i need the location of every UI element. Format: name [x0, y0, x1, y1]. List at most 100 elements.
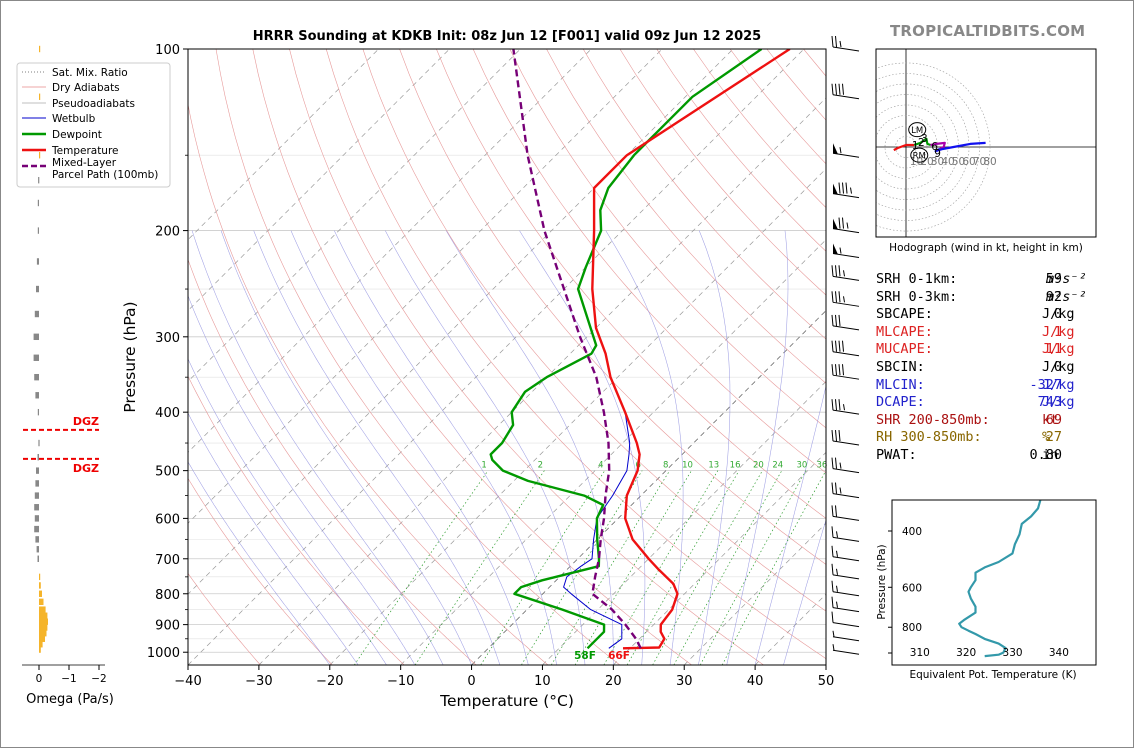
mixing-ratio-line	[603, 470, 719, 665]
stat-label: SBCAPE:	[876, 306, 933, 323]
wind-barb	[832, 243, 860, 259]
omega-bar	[36, 285, 39, 293]
omega-tick-label: −1	[61, 673, 76, 685]
pseudoadiabat-line	[385, 230, 586, 665]
mixing-ratio-label: 2	[538, 461, 543, 471]
wind-barb-staff	[832, 636, 860, 642]
wind-barb-flag	[835, 340, 837, 352]
wind-barb-flag	[835, 482, 837, 494]
stat-value: 743	[1037, 394, 1062, 411]
wind-barb-pennant	[833, 243, 838, 255]
wind-barb-half-flag	[839, 462, 842, 469]
mixing-ratio-line	[699, 470, 807, 665]
hodograph-ring-label: 30	[931, 156, 944, 168]
dry-adiabat-line	[188, 375, 405, 665]
pseudoadiabat-line	[188, 294, 416, 665]
wind-barb-half-flag	[846, 222, 849, 229]
omega-bar	[37, 227, 39, 234]
stat-label: SRH 0-3km:	[876, 288, 958, 305]
pressure-tick-label: 200	[155, 225, 180, 240]
theta-e-x-label: Equivalent Pot. Temperature (K)	[909, 669, 1076, 681]
dry-adiabat-line	[399, 49, 826, 565]
wind-barb	[831, 340, 860, 357]
hodograph-ring	[876, 62, 991, 232]
omega-axis-label: Omega (Pa/s)	[26, 692, 114, 707]
wind-barb-flag	[831, 611, 834, 623]
stat-unit: m²s⁻²	[1046, 288, 1087, 305]
theta-e-panel: 400 600 800 310 320 330 340 Equivalent Pot. Te…	[876, 499, 1097, 681]
mixing-ratio-line	[652, 470, 763, 665]
omega-tick-label: −2	[91, 673, 106, 685]
wind-barb-flag	[831, 482, 834, 494]
omega-bar	[39, 598, 44, 606]
wind-barb-half-flag	[843, 296, 845, 303]
temperature-tick-label: −10	[387, 674, 414, 689]
wind-barb-flag	[835, 364, 837, 376]
wind-barb-flag	[835, 265, 837, 277]
dewpoint-line	[489, 49, 763, 650]
omega-bar	[39, 573, 41, 581]
wind-barb	[831, 545, 860, 562]
hodograph-height-label: 2	[918, 137, 925, 149]
stat-value: 27	[1045, 429, 1062, 446]
wind-barb-flag	[831, 83, 834, 95]
legend: Sat. Mix. Ratio Dry Adiabats Pseudoadiabat…	[16, 62, 171, 188]
wind-barb	[832, 182, 860, 199]
wind-barb-flag	[835, 457, 837, 469]
wind-barb-half-flag	[836, 585, 838, 592]
stat-unit: J/kg	[1042, 341, 1075, 358]
isotherm-line	[400, 239, 826, 665]
dry-adiabat-line	[188, 572, 261, 665]
wind-barb	[832, 217, 860, 234]
wind-barb-flag	[831, 457, 834, 469]
wind-barb	[831, 482, 860, 499]
skewt-plot-frame	[187, 48, 827, 666]
stat-row: MUCAPE: 11 J/kg	[876, 341, 1096, 359]
wind-barb-staff	[832, 94, 860, 100]
legend-label: Wetbulb	[52, 113, 96, 125]
hodograph-segment	[930, 141, 946, 150]
omega-axis: 0 −1 −2	[22, 664, 107, 685]
wind-barb-flag	[838, 265, 841, 277]
omega-bar	[37, 555, 39, 562]
wind-barb-flag	[831, 526, 834, 538]
mixing-ratio-label: 24	[772, 461, 783, 471]
storm-motion-label: LM	[911, 126, 923, 136]
theta-e-y-label: Pressure (hPa)	[876, 544, 888, 619]
isotherm-line	[329, 168, 826, 665]
temperature-tick-label: 20	[605, 674, 622, 689]
wind-barb-flag	[838, 340, 841, 352]
omega-bar	[36, 546, 39, 553]
omega-bar	[39, 152, 41, 159]
isotherm-line	[471, 310, 826, 665]
dry-adiabat-line	[289, 49, 764, 665]
pressure-tick-label: 1000	[147, 646, 180, 661]
legend-label: Dry Adiabats	[52, 82, 120, 94]
hodograph-ring	[876, 83, 970, 211]
omega-bar	[34, 310, 39, 318]
stat-unit: in	[1042, 446, 1059, 463]
mixing-ratio-label: 10	[682, 461, 693, 471]
omega-bar	[34, 525, 39, 533]
dry-adiabat-line	[362, 49, 826, 612]
stat-row: RH 300-850mb: 27%	[876, 429, 1096, 447]
stat-label: RH 300-850mb:	[876, 429, 982, 446]
theta-e-line	[958, 500, 1042, 658]
dry-adiabat-line	[188, 102, 549, 665]
omega-bar	[34, 492, 39, 499]
wind-barb-flag	[838, 291, 841, 303]
wind-barb-pennant	[833, 218, 838, 230]
mixing-ratio-label: 8	[663, 461, 668, 471]
temperature-axis: −40 −30 −20 −10 0 10 20 30 40 50	[174, 665, 834, 689]
pseudoadiabat-line	[754, 384, 826, 665]
omega-bar	[36, 258, 39, 265]
pseudoadiabat-line	[290, 230, 529, 665]
stat-label: SRH 0-1km:	[876, 271, 958, 287]
pseudoadiabat-line	[726, 230, 789, 665]
site-brand: TROPICALTIDBITS.COM	[890, 22, 1086, 40]
isotherm-line	[542, 380, 826, 665]
dry-adiabat-line	[188, 258, 477, 665]
wind-barb	[832, 143, 860, 158]
wind-barb	[831, 35, 860, 52]
legend-label: Pseudoadiabats	[52, 98, 135, 110]
